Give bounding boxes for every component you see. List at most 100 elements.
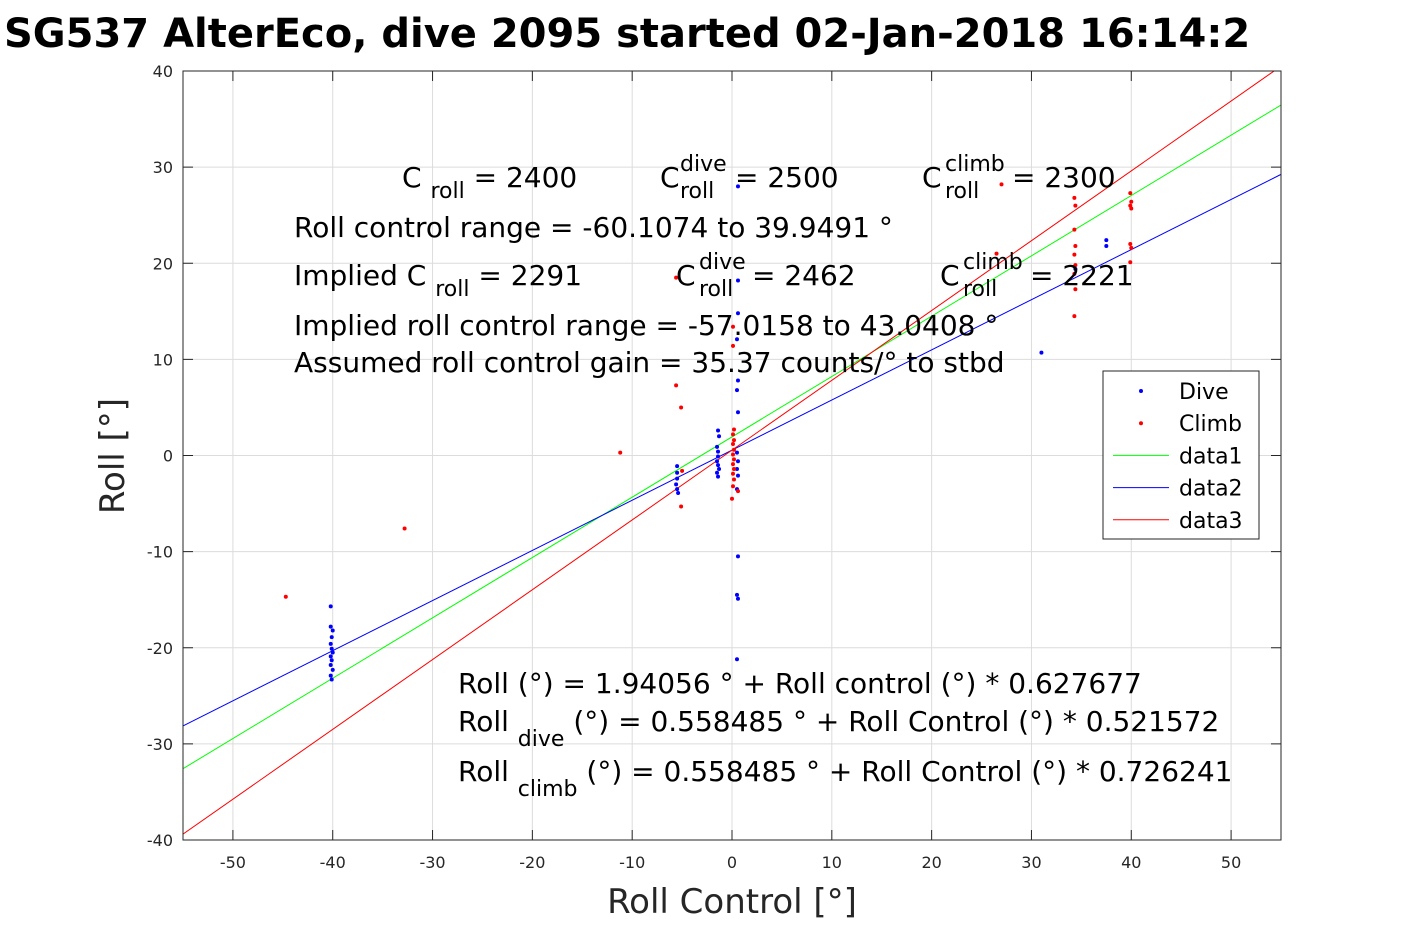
dive-data-point xyxy=(328,663,333,668)
climb-data-point xyxy=(1073,243,1078,248)
x-tick-label: -10 xyxy=(619,853,645,872)
assumed-roll-control-gain: Assumed roll control gain = 35.37 counts… xyxy=(294,346,1005,379)
dive-data-point xyxy=(734,592,739,597)
fit-equation-dive: Roll dive (°) = 0.558485 ° + Roll Contro… xyxy=(458,705,1219,753)
climb-data-point xyxy=(730,496,734,501)
implied-roll-control-range: Implied roll control range = -57.0158 to… xyxy=(294,309,998,342)
c-roll-dive-symbol: C xyxy=(660,161,680,194)
y-tick-label: 40 xyxy=(153,62,173,81)
legend-label: data1 xyxy=(1179,444,1243,469)
axis-ticks: -50 -40 -30 -20 -10 0 10 20 30 40 50 -40 -30 -20 -10 0 1… xyxy=(147,62,1281,872)
implied-c-climb-value: = 2221 xyxy=(1030,259,1134,292)
climb-data-point xyxy=(731,477,736,482)
y-tick-label: -40 xyxy=(147,831,173,850)
data-points xyxy=(283,182,1134,682)
implied-c-dive-value: = 2462 xyxy=(752,259,856,292)
y-tick-label: -30 xyxy=(147,735,173,754)
climb-data-point xyxy=(731,438,736,443)
dive-data-point xyxy=(735,410,740,415)
annotations: C roll = 2400 C dive roll = 2500 C climb… xyxy=(294,152,1232,802)
dive-data-point xyxy=(716,454,721,459)
x-tick-label: -50 xyxy=(220,853,246,872)
implied-c-roll-prefix: Implied C xyxy=(294,259,426,292)
implied-c-dive-symbol: C xyxy=(676,259,696,292)
c-roll-climb-subscript: roll xyxy=(945,179,979,204)
dive-data-point xyxy=(675,470,680,475)
dive-data-point xyxy=(674,482,679,487)
climb-data-point xyxy=(1072,314,1077,319)
climb-data-point xyxy=(730,441,735,446)
dive-data-point xyxy=(328,641,333,646)
dive-data-point xyxy=(734,388,739,393)
climb-data-point xyxy=(674,275,679,280)
dive-data-point xyxy=(735,596,740,601)
roll-control-range: Roll control range = -60.1074 to 39.9491… xyxy=(294,211,893,244)
climb-data-point xyxy=(1129,245,1134,250)
legend-label: data3 xyxy=(1179,509,1243,534)
dive-data-point xyxy=(675,476,680,481)
c-roll-climb-value: = 2300 xyxy=(1012,161,1116,194)
dive-data-point xyxy=(675,464,680,469)
climb-data-point xyxy=(730,452,735,457)
dive-data-point xyxy=(330,628,335,633)
climb-data-point xyxy=(618,450,623,455)
c-roll-dive-superscript: dive xyxy=(680,152,727,177)
x-axis-label: Roll Control [°] xyxy=(607,882,857,922)
dive-data-point xyxy=(735,311,740,316)
fit-climb-subscript: climb xyxy=(518,777,578,802)
legend-marker-dive xyxy=(1139,389,1143,393)
climb-data-point xyxy=(731,447,736,452)
implied-c-climb-symbol: C xyxy=(940,259,960,292)
dive-data-point xyxy=(735,184,740,189)
dive-data-point xyxy=(328,604,333,609)
climb-data-point xyxy=(679,405,684,410)
y-tick-label: 30 xyxy=(153,158,173,177)
implied-c-climb-subscript: roll xyxy=(963,277,997,302)
c-roll-climb-symbol: C xyxy=(922,161,942,194)
chart-title: SG537 AlterEco, dive 2095 started 02-Jan… xyxy=(4,11,1250,57)
fit-dive-rest: (°) = 0.558485 ° + Roll Control (°) * 0.… xyxy=(573,705,1219,738)
dive-data-point xyxy=(735,278,740,283)
implied-c-climb-superscript: climb xyxy=(963,250,1023,275)
dive-data-point xyxy=(716,463,721,468)
climb-data-point xyxy=(730,324,735,329)
climb-data-point xyxy=(1073,263,1078,268)
x-tick-label: -20 xyxy=(519,853,545,872)
implied-c-dive-subscript: roll xyxy=(699,277,733,302)
climb-data-point xyxy=(1072,227,1077,232)
climb-data-point xyxy=(730,432,735,437)
climb-data-point xyxy=(730,471,735,476)
legend-label: Dive xyxy=(1179,380,1229,405)
dive-data-point xyxy=(675,487,680,492)
climb-data-point xyxy=(1073,287,1078,292)
fit-dive-prefix: Roll xyxy=(458,705,509,738)
fit-climb-rest: (°) = 0.558485 ° + Roll Control (°) * 0.… xyxy=(586,755,1232,788)
y-tick-label: -20 xyxy=(147,639,173,658)
dive-data-point xyxy=(329,677,334,682)
x-tick-label: -30 xyxy=(419,853,445,872)
legend-marker-climb xyxy=(1139,421,1143,426)
dive-data-point xyxy=(734,337,739,342)
c-roll-symbol: C xyxy=(402,161,422,194)
dive-data-point xyxy=(1104,238,1109,243)
dive-data-point xyxy=(1073,267,1078,272)
dive-data-point xyxy=(1039,350,1044,355)
dive-data-point xyxy=(734,466,739,471)
y-axis-label: Roll [°] xyxy=(93,398,133,514)
climb-data-point xyxy=(1128,191,1133,196)
dive-data-point xyxy=(735,473,740,478)
climb-data-point xyxy=(1072,271,1077,276)
climb-data-point xyxy=(994,251,999,256)
c-roll-dive-subscript: roll xyxy=(680,179,714,204)
climb-data-point xyxy=(1129,199,1134,204)
c-roll-climb-annotation: C xyxy=(922,161,942,194)
dive-data-point xyxy=(676,490,681,495)
dive-data-point xyxy=(328,624,333,629)
climb-data-point xyxy=(1128,242,1133,247)
climb-data-point xyxy=(679,504,684,509)
y-tick-label: 0 xyxy=(163,447,173,466)
x-tick-label: 20 xyxy=(921,853,941,872)
fit-climb-prefix: Roll xyxy=(458,755,509,788)
climb-data-point xyxy=(1129,206,1134,211)
